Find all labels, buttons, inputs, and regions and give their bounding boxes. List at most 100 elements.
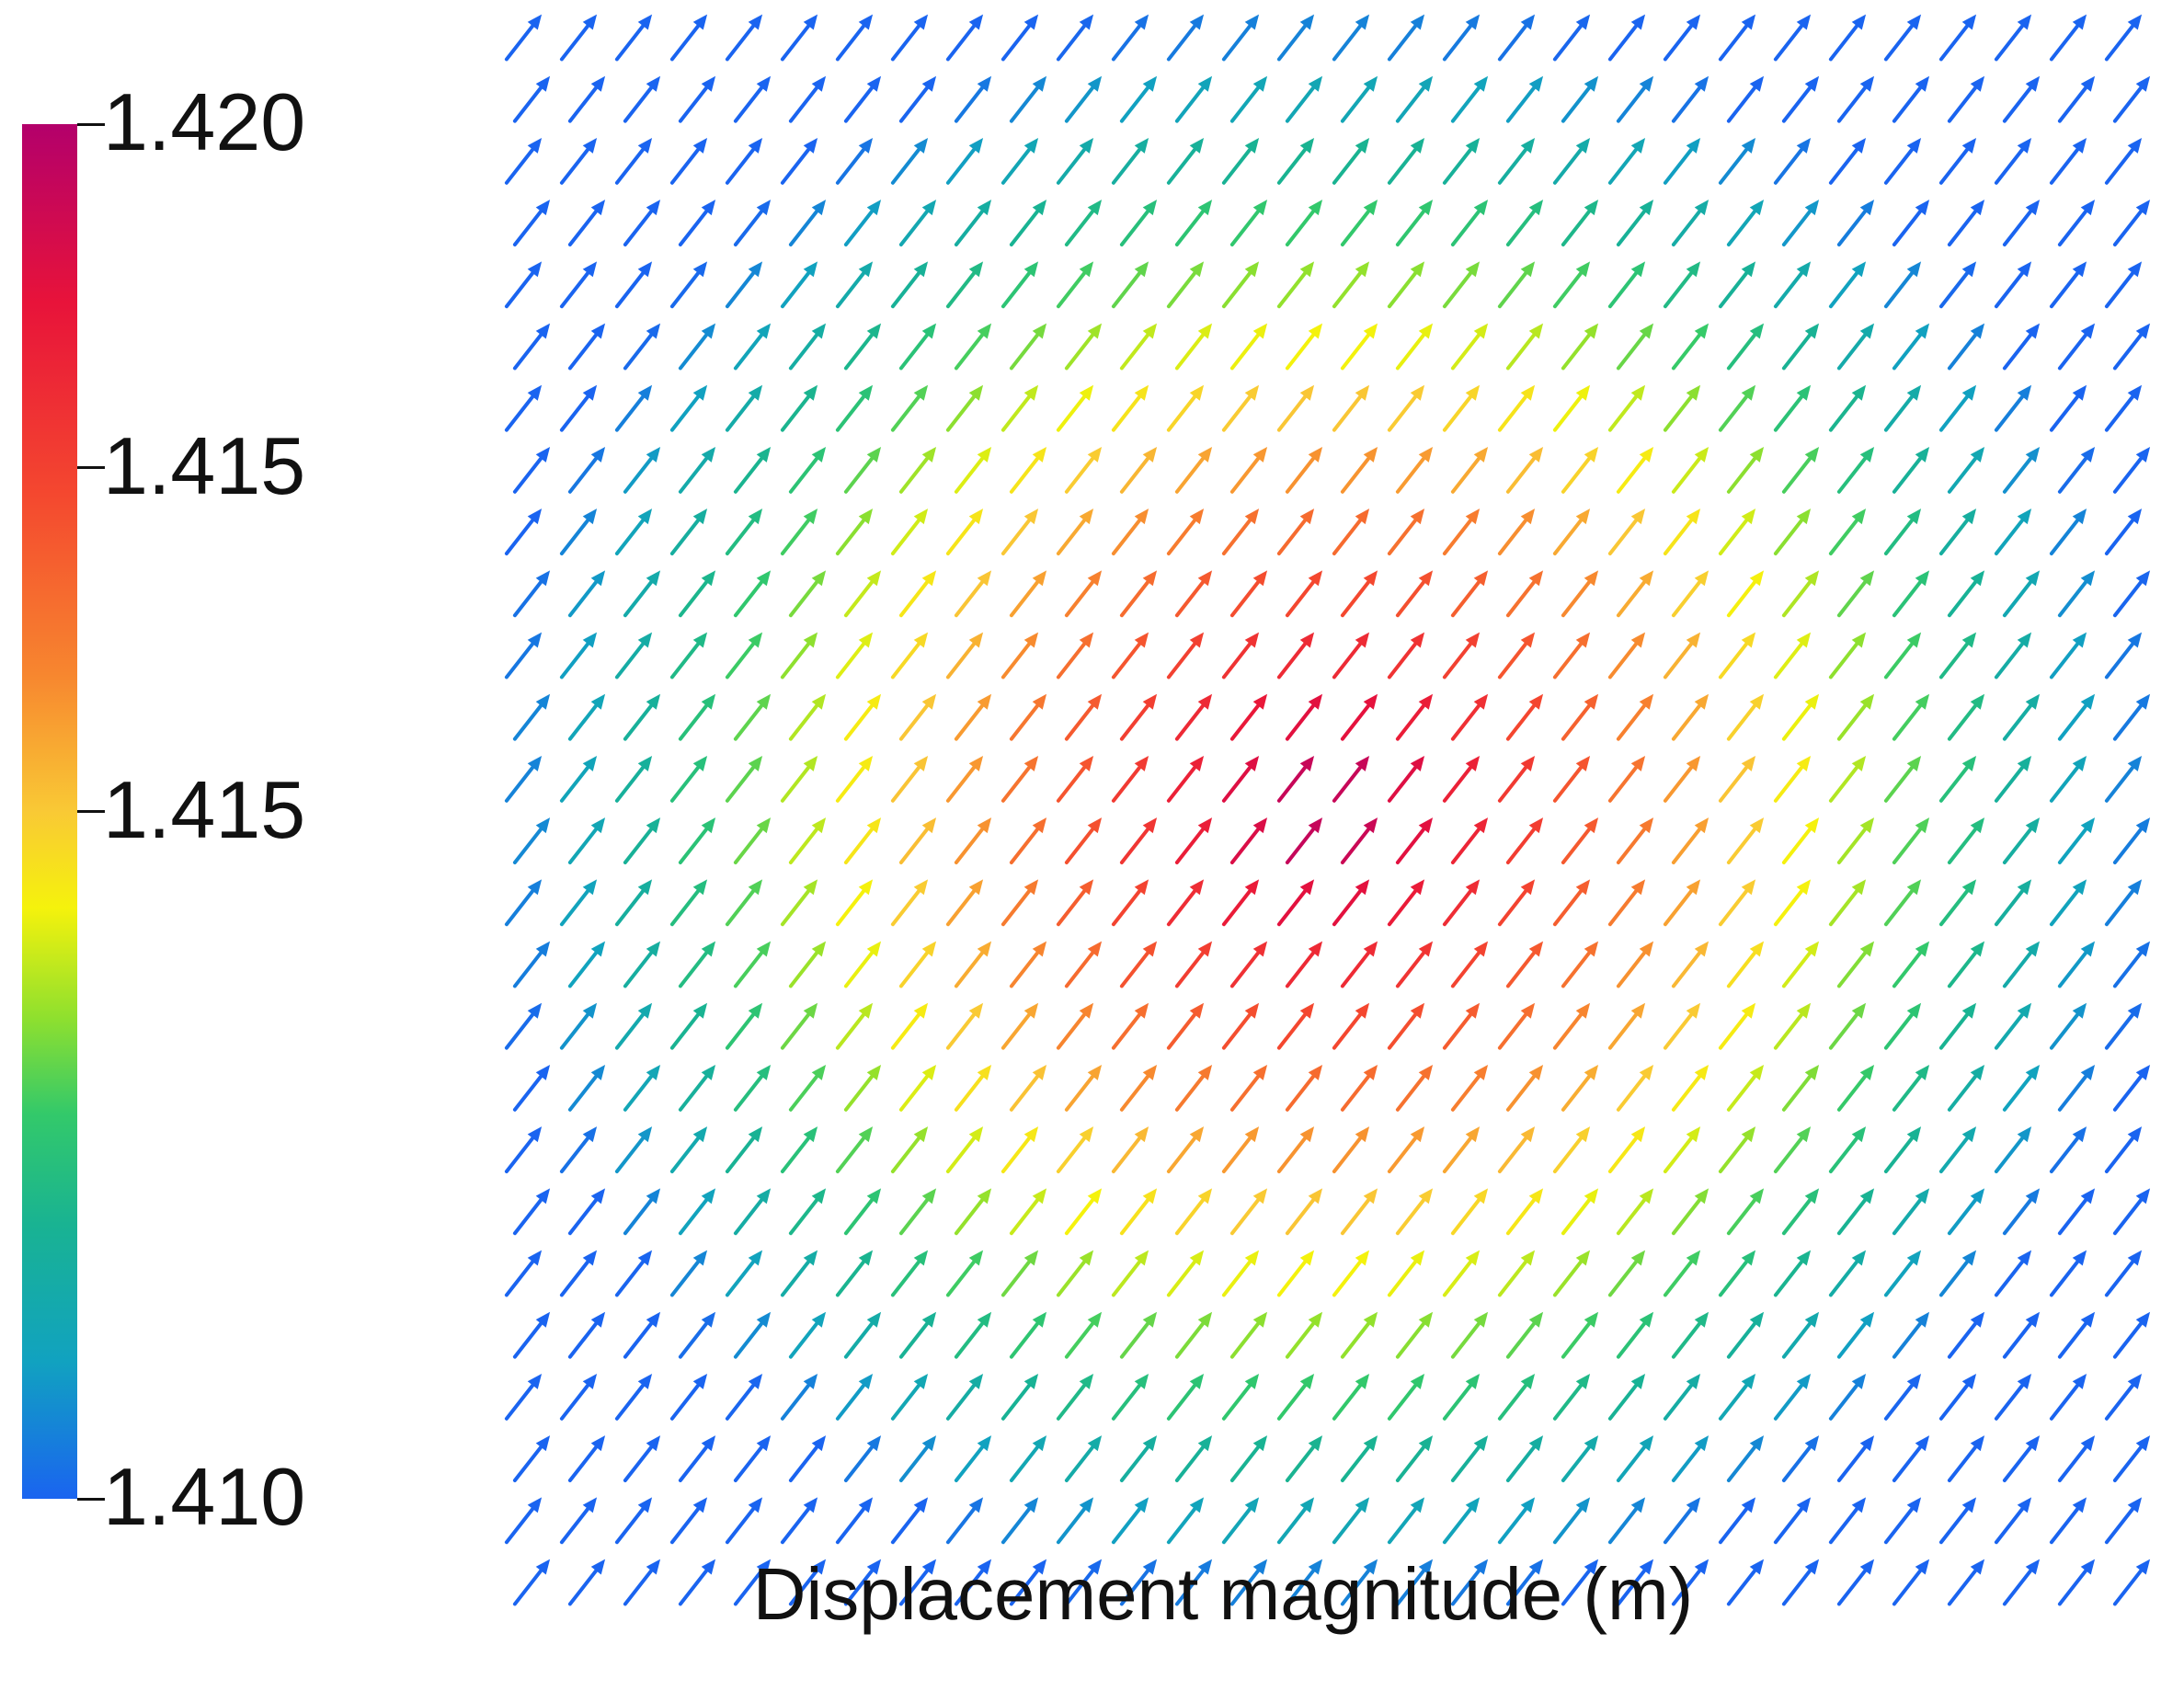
vector-arrow [1994, 632, 2032, 680]
vector-arrow [954, 693, 992, 741]
vector-arrow [843, 200, 882, 247]
vector-arrow [1781, 570, 1820, 618]
vector-arrow [1505, 323, 1544, 371]
vector-arrow [614, 137, 653, 185]
vector-arrow [1276, 1126, 1315, 1174]
vector-arrow [1056, 508, 1094, 556]
vector-arrow [1442, 508, 1481, 556]
vector-arrow [733, 693, 772, 741]
vector-arrow [2049, 261, 2087, 309]
vector-arrow [623, 75, 661, 123]
vector-arrow [1718, 1250, 1756, 1297]
vector-arrow [2112, 1559, 2151, 1606]
vector-arrow [2049, 632, 2087, 680]
vector-arrow [1285, 1188, 1323, 1236]
vector-arrow [1938, 632, 1977, 680]
vector-arrow [1505, 1311, 1544, 1359]
vector-arrow [2112, 1311, 2151, 1359]
vector-arrow [1174, 693, 1213, 741]
vector-arrow [788, 323, 827, 371]
vector-arrow [1892, 1188, 1930, 1236]
vector-arrow [1119, 323, 1158, 371]
vector-arrow [843, 570, 882, 618]
vector-arrow [1497, 1373, 1536, 1421]
vector-arrow [1387, 261, 1425, 309]
vector-arrow [2049, 1373, 2087, 1421]
vector-arrow [1229, 693, 1268, 741]
vector-arrow [623, 200, 661, 247]
vector-arrow [954, 446, 992, 494]
vector-arrow [1947, 570, 1985, 618]
vector-arrow [1387, 508, 1425, 556]
vector-arrow [1663, 14, 1701, 62]
vector-arrow [1836, 941, 1875, 988]
vector-arrow [1387, 879, 1425, 927]
vector-arrow [2049, 508, 2087, 556]
vector-arrow [1781, 1435, 1820, 1483]
vector-arrow [945, 137, 984, 185]
vector-arrow [669, 632, 708, 680]
vector-arrow [1836, 75, 1875, 123]
vector-arrow [559, 879, 598, 927]
vector-arrow [1781, 1188, 1820, 1236]
vector-arrow [678, 323, 716, 371]
vector-arrow [1726, 1311, 1765, 1359]
vector-arrow [1552, 1250, 1591, 1297]
vector-arrow [1229, 570, 1268, 618]
vector-arrow [1671, 1064, 1709, 1112]
vector-arrow [945, 1250, 984, 1297]
vector-arrow [1119, 446, 1158, 494]
vector-arrow [890, 1250, 929, 1297]
vector-arrow [1994, 508, 2032, 556]
vector-arrow [2057, 446, 2096, 494]
vector-arrow [2049, 1250, 2087, 1297]
vector-arrow [614, 1002, 653, 1050]
vector-arrow [1056, 1250, 1094, 1297]
vector-arrow [1726, 75, 1765, 123]
vector-arrow [1064, 570, 1103, 618]
vector-arrow [1773, 632, 1812, 680]
vector-arrow [1781, 941, 1820, 988]
vector-arrow [1994, 384, 2032, 432]
vector-arrow [1938, 261, 1977, 309]
vector-arrow [788, 75, 827, 123]
vector-arrow [1332, 1002, 1370, 1050]
vector-arrow [1001, 1497, 1039, 1545]
vector-arrow [1340, 1435, 1378, 1483]
vector-arrow [1607, 1497, 1646, 1545]
vector-arrow [733, 75, 772, 123]
vector-arrow [725, 1250, 763, 1297]
vector-arrow [945, 879, 984, 927]
vector-arrow [567, 817, 606, 865]
vector-arrow [780, 755, 818, 803]
vector-arrow [1616, 446, 1654, 494]
vector-arrow [733, 1311, 772, 1359]
vector-arrow [1229, 1188, 1268, 1236]
vector-arrow [1442, 261, 1481, 309]
vector-arrow [2057, 75, 2096, 123]
vector-arrow [1166, 879, 1205, 927]
vector-arrow [1552, 14, 1591, 62]
vector-arrow [733, 446, 772, 494]
vector-arrow [1387, 14, 1425, 62]
vector-arrow [669, 1002, 708, 1050]
vector-arrow [1994, 1002, 2032, 1050]
vector-arrow [1497, 384, 1536, 432]
vector-arrow [1671, 693, 1709, 741]
vector-arrow [1994, 1497, 2032, 1545]
vector-arrow [678, 1435, 716, 1483]
vector-arrow [678, 570, 716, 618]
vector-arrow [567, 1559, 606, 1606]
vector-arrow [780, 879, 818, 927]
vector-arrow [1726, 200, 1765, 247]
vector-arrow [1947, 1311, 1985, 1359]
vector-arrow [1671, 323, 1709, 371]
vector-arrow [614, 508, 653, 556]
vector-arrow [1836, 693, 1875, 741]
vector-arrow [1773, 1497, 1812, 1545]
vector-arrow [504, 1373, 543, 1421]
vector-arrow [1395, 693, 1434, 741]
vector-arrow [1561, 1311, 1599, 1359]
vector-arrow [1111, 1002, 1149, 1050]
vector-arrow [1883, 1126, 1922, 1174]
